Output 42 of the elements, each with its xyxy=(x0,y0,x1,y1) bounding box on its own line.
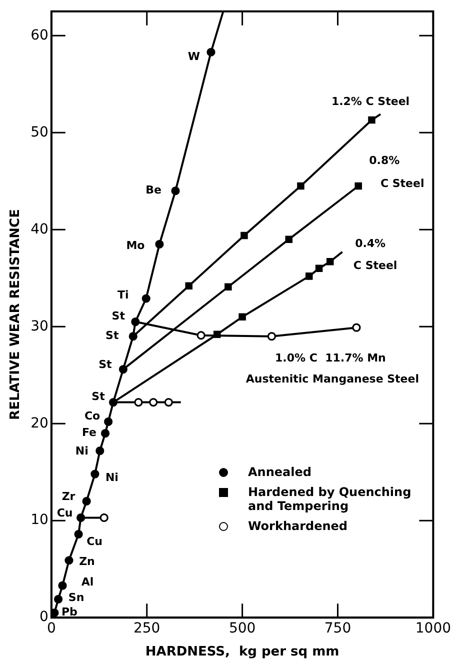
y-tick-label: 50 xyxy=(30,124,48,140)
annotation: W xyxy=(188,50,200,63)
annotation: Sn xyxy=(68,591,84,604)
annotation: C Steel xyxy=(380,176,424,190)
y-tick-label: 40 xyxy=(30,221,48,238)
annotation: St xyxy=(98,358,112,372)
x-tick-label: 1000 xyxy=(415,620,452,637)
annotation: Zn xyxy=(79,555,95,568)
annotation: Pb xyxy=(62,606,78,619)
x-tick-label: 500 xyxy=(228,620,256,637)
y-tick-label: 0 xyxy=(39,609,48,626)
annotation: 1.2% C Steel xyxy=(331,95,410,108)
annotation: Cu xyxy=(56,506,73,520)
y-tick-label: 20 xyxy=(30,415,48,432)
annotation: 0.4% xyxy=(355,236,386,250)
annotation: Al xyxy=(81,575,94,588)
annotation: Be xyxy=(146,184,162,197)
annotation: Cu xyxy=(86,535,102,548)
annotation: St xyxy=(92,390,105,404)
annotation: Ni xyxy=(75,444,88,458)
x-axis-title: HARDNESS, kg per sq mm xyxy=(145,644,340,660)
annotation: 1.0% C 11.7% Mn xyxy=(275,351,386,364)
legend-label: Annealed xyxy=(248,465,312,479)
annotation: Mo xyxy=(126,239,146,252)
x-tick-label: 750 xyxy=(324,620,352,637)
annotation: Co xyxy=(84,410,101,423)
y-tick-label: 60 xyxy=(30,27,48,44)
y-tick-label: 30 xyxy=(30,318,48,334)
annotation: St xyxy=(106,329,119,342)
annotation: Austenitic Manganese Steel xyxy=(246,372,419,386)
annotation: Ti xyxy=(117,288,129,302)
y-axis-title: RELATIVE WEAR RESISTANCE xyxy=(8,209,24,420)
annotation: C Steel xyxy=(353,258,398,272)
annotation: Ni xyxy=(105,470,118,484)
annotation: St xyxy=(112,310,125,323)
legend-label: Hardened by Quenching and Tempering xyxy=(248,485,412,513)
x-tick-label: 250 xyxy=(133,620,160,637)
y-tick-label: 10 xyxy=(30,512,48,528)
legend-label: Workhardened xyxy=(248,519,349,533)
annotation: 0.8% xyxy=(369,154,400,167)
annotation: Fe xyxy=(82,426,97,440)
annotation: Zr xyxy=(62,490,76,504)
